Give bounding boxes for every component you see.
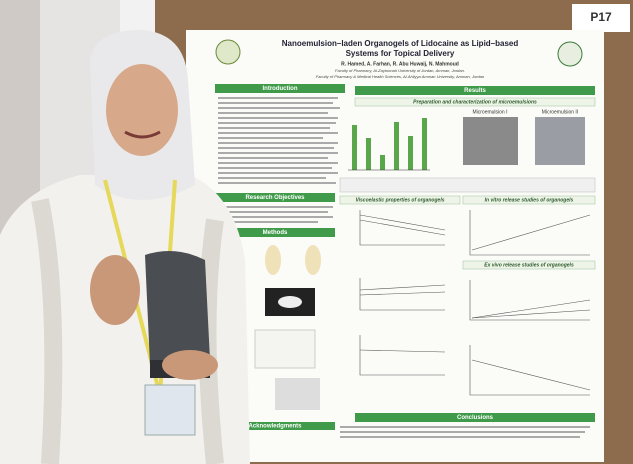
subsection-header: In vitro release studies of organogels (485, 197, 574, 203)
authors: R. Hamed, A. Farhan, R. Abu Huwaij, N. M… (341, 61, 459, 67)
sample (278, 296, 302, 308)
logo-right (557, 41, 583, 67)
section-bar (215, 422, 335, 430)
subsection-header: Preparation and characterization of micr… (413, 99, 537, 105)
image-caption: Microemulsion I (472, 109, 507, 115)
section-bar (215, 228, 335, 237)
section-bar (215, 193, 335, 202)
hand (162, 350, 218, 380)
diffusion-cell-photo (275, 378, 320, 410)
section-header: Introduction (263, 86, 298, 92)
smile (124, 130, 161, 139)
badge-box (572, 4, 630, 32)
affiliation: Faculty of Pharmacy & Medical Health Sci… (316, 74, 485, 79)
subsection-box (354, 97, 596, 107)
section-header: Results (464, 88, 486, 94)
section-bar (355, 413, 595, 422)
vial (265, 245, 281, 275)
section-header: Research Objectives (245, 195, 305, 201)
subsection-box (339, 195, 461, 205)
vial (305, 245, 321, 275)
face (106, 64, 178, 156)
plots (359, 210, 591, 396)
table (339, 177, 596, 193)
logo-left (215, 39, 241, 65)
section-bar (355, 86, 595, 95)
affiliation: Faculty of Pharmacy, Al-Zaytoonah Univer… (335, 68, 465, 73)
subsection-box (462, 260, 596, 270)
micrograph (535, 117, 585, 165)
intro-text (218, 97, 340, 184)
poster-title: Systems for Topical Delivery (346, 49, 455, 58)
objectives-text (218, 206, 333, 223)
bar-chart (352, 118, 427, 170)
hand (90, 255, 140, 325)
section-header: Acknowledgments (248, 424, 302, 430)
image-caption: Microemulsion II (542, 109, 578, 115)
section-header: Conclusions (457, 415, 494, 421)
badge: P17 (590, 10, 612, 24)
microscopy (254, 329, 316, 369)
conclusions-text (340, 426, 590, 438)
name-badge (144, 384, 196, 436)
section-bar (215, 84, 345, 93)
poster-title: Nanoemulsion–laden Organogels of Lidocai… (282, 39, 519, 48)
micrograph (463, 117, 518, 165)
subsection-header: Ex vivo release studies of organogels (484, 262, 574, 268)
trophy (145, 251, 210, 365)
section-header: Methods (263, 230, 288, 236)
subsection-header: Viscoelastic properties of organogels (355, 197, 444, 203)
subsection-box (462, 195, 596, 205)
